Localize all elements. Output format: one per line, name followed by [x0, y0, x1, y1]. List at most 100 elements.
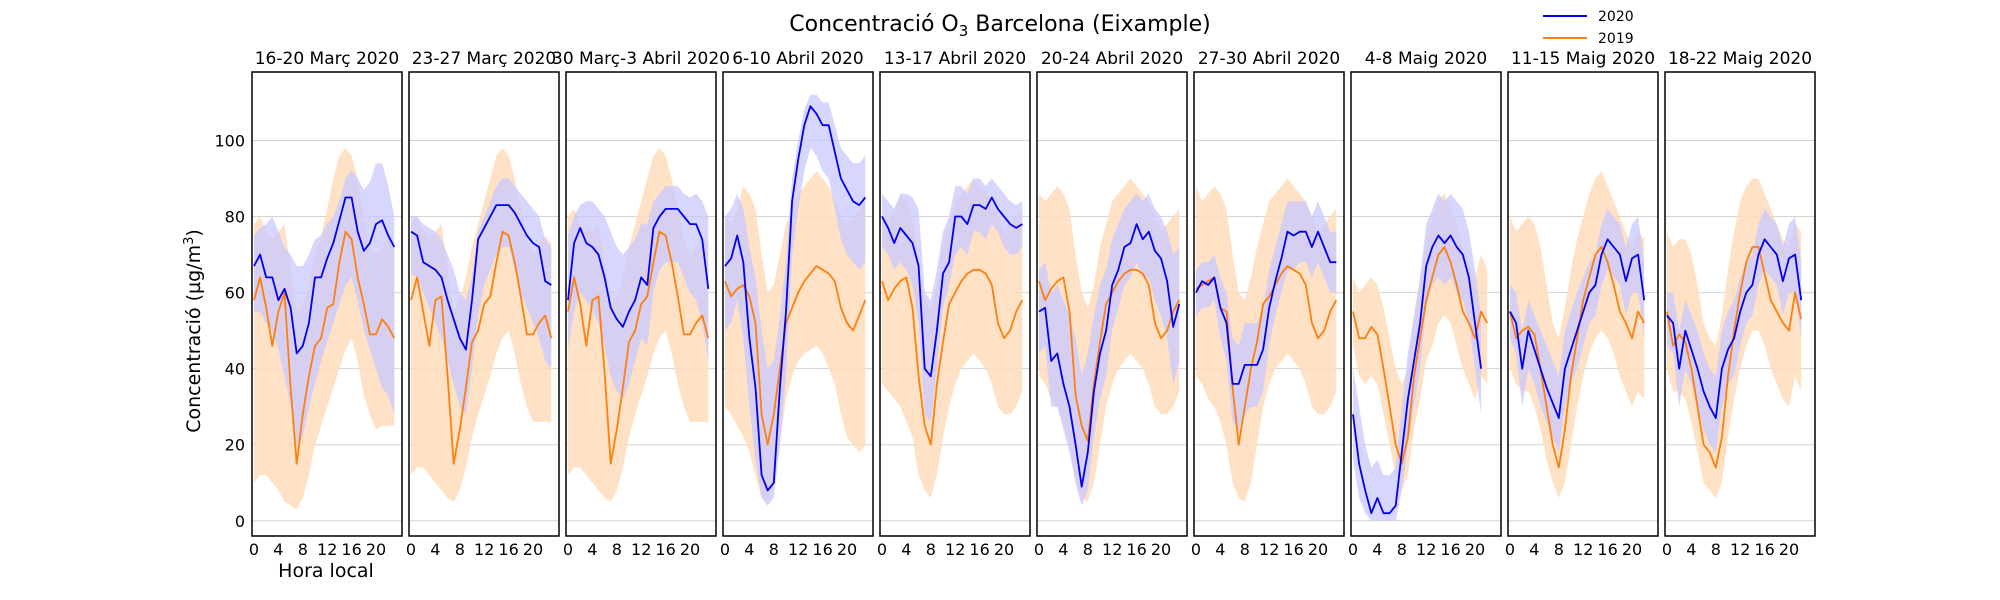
x-tick-label: 20: [994, 540, 1014, 559]
x-tick-label: 0: [1662, 540, 1672, 559]
line-2019: [1666, 246, 1803, 469]
y-axis-label-main: Concentració (µg/m: [183, 245, 205, 433]
panel-title: 6-10 Abril 2020: [732, 49, 864, 69]
x-tick-label: 16: [969, 540, 989, 559]
x-tick-label: 0: [563, 540, 573, 559]
x-tick-label: 12: [317, 540, 337, 559]
line-2019: [881, 268, 1024, 446]
x-tick-label: 12: [1259, 540, 1279, 559]
panel-frame: [1036, 71, 1188, 537]
panel-frame: [879, 71, 1031, 537]
panel-title: 27-30 Abril 2020: [1198, 49, 1340, 69]
line-2019: [1509, 246, 1645, 469]
x-tick-label: 4: [1372, 540, 1382, 559]
panel-9: 11-15 Maig 2020 0 4 8 12 16 20: [1505, 49, 1659, 559]
line-2020: [881, 196, 1023, 378]
x-tick-label: 12: [1416, 540, 1436, 559]
x-tick-label: 16: [1126, 540, 1146, 559]
panel-title: 30 Març-3 Abril 2020: [552, 49, 730, 69]
panel-title: 13-17 Abril 2020: [884, 49, 1026, 69]
x-tick-label: 0: [877, 540, 887, 559]
y-axis-label-superscript: 3: [182, 237, 197, 245]
panel-frame: [1507, 71, 1659, 537]
x-tick-label: 20: [1779, 540, 1799, 559]
line-2020: [253, 196, 396, 355]
chart-title-subscript: 3: [959, 22, 969, 40]
x-tick-label: 12: [945, 540, 965, 559]
panel-frame: [408, 71, 560, 537]
x-axis-label: Hora local: [278, 560, 374, 582]
x-tick-label: 8: [1711, 540, 1721, 559]
line-2020: [410, 204, 552, 351]
line-2019: [1352, 246, 1488, 465]
y-tick-label: 100: [214, 131, 245, 150]
chart-title-main: Concentració O: [789, 12, 958, 37]
x-tick-label: 0: [249, 540, 259, 559]
line-2019: [567, 230, 710, 465]
panel-title: 11-15 Maig 2020: [1511, 49, 1655, 69]
x-tick-label: 8: [1083, 540, 1093, 559]
panel-title: 16-20 Març 2020: [255, 49, 400, 69]
legend: 2020 2019: [1543, 9, 1634, 47]
x-tick-label: 16: [812, 540, 832, 559]
line-2020: [567, 207, 710, 328]
line-2020: [1509, 238, 1646, 420]
x-tick-label: 20: [1308, 540, 1328, 559]
x-tick-label: 20: [366, 540, 386, 559]
x-tick-label: 16: [1754, 540, 1774, 559]
line-2019: [253, 230, 396, 465]
x-tick-label: 8: [926, 540, 936, 559]
x-tick-label: 8: [455, 540, 465, 559]
x-tick-label: 4: [273, 540, 283, 559]
line-2019: [410, 230, 553, 465]
x-tick-label: 16: [498, 540, 518, 559]
x-tick-label: 8: [612, 540, 622, 559]
panel-4: 6-10 Abril 2020 0 4 8 12 16 20: [720, 49, 874, 559]
band-2020: [882, 178, 1023, 422]
panel-frame: [1193, 71, 1345, 537]
x-tick-label: 8: [1240, 540, 1250, 559]
line-2019: [1038, 268, 1181, 442]
x-tick-label: 12: [1573, 540, 1593, 559]
x-tick-label: 16: [1597, 540, 1617, 559]
x-tick-label: 20: [1465, 540, 1485, 559]
x-tick-label: 0: [1034, 540, 1044, 559]
x-tick-label: 4: [587, 540, 597, 559]
x-tick-label: 16: [1283, 540, 1303, 559]
y-axis-label: Concentració (µg/m3): [182, 229, 205, 433]
x-tick-label: 0: [1191, 540, 1201, 559]
line-2020: [1195, 230, 1337, 385]
x-tick-label: 12: [631, 540, 651, 559]
panel-7: 27-30 Abril 2020 0 4 8 12 16 20: [1191, 49, 1345, 559]
line-2020: [1352, 234, 1482, 515]
x-tick-label: 20: [1151, 540, 1171, 559]
x-tick-label: 0: [1505, 540, 1515, 559]
panel-frame: [722, 71, 874, 537]
x-tick-label: 20: [680, 540, 700, 559]
legend-label-2019: 2019: [1598, 31, 1634, 47]
panel-frame: [251, 71, 403, 537]
x-tick-label: 0: [720, 540, 730, 559]
x-tick-label: 8: [298, 540, 308, 559]
x-tick-label: 4: [1215, 540, 1225, 559]
x-tick-label: 16: [341, 540, 361, 559]
panel-8: 4-8 Maig 2020 0 4 8 12 16 20: [1348, 49, 1502, 559]
panel-title: 23-27 Març 2020: [412, 49, 557, 69]
panel-2: 23-27 Març 2020 0 4 8 12 16 20: [406, 49, 560, 559]
band-2020: [1039, 193, 1180, 506]
x-tick-label: 8: [769, 540, 779, 559]
line-2019: [724, 265, 867, 446]
panel-frame: [1350, 71, 1502, 537]
x-tick-label: 0: [1348, 540, 1358, 559]
legend-label-2020: 2020: [1598, 9, 1634, 25]
x-tick-label: 4: [1686, 540, 1696, 559]
x-tick-label: 4: [1529, 540, 1539, 559]
panel-frame: [1664, 71, 1816, 537]
line-2020: [1666, 238, 1803, 420]
x-tick-label: 8: [1397, 540, 1407, 559]
chart-title-tail: Barcelona (Eixample): [968, 12, 1210, 37]
x-tick-label: 20: [523, 540, 543, 559]
x-tick-label: 4: [901, 540, 911, 559]
